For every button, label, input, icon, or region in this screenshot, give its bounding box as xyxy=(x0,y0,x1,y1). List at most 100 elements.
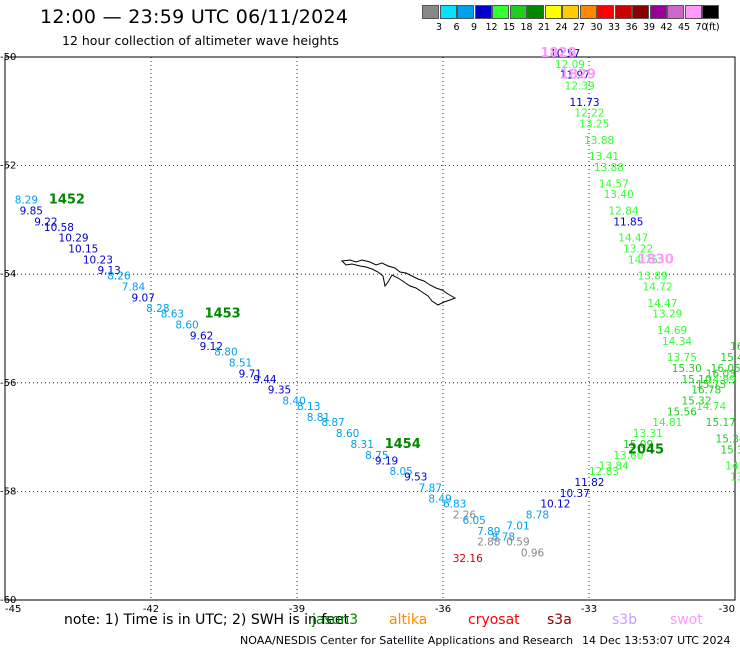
lon-tick-label: -39 xyxy=(289,604,305,615)
wave-height-label: 8.78 xyxy=(526,510,549,522)
wave-height-label: 8.63 xyxy=(161,309,184,321)
wave-height-label: 13.88 xyxy=(584,135,614,147)
wave-height-label: 12.09 xyxy=(555,59,585,71)
wave-height-label: 13.31 xyxy=(633,428,663,440)
wave-height-label: 12.39 xyxy=(565,81,595,93)
longitude-ticks: -45 -42 -39 -36 -33 -30 xyxy=(5,604,735,615)
wave-height-label: 8.80 xyxy=(214,347,237,359)
colorbar-label: 36 xyxy=(625,22,638,33)
colorbar-label: 33 xyxy=(607,22,621,33)
wave-height-label: 13.84 xyxy=(599,461,629,473)
wave-height-label: 15.17 xyxy=(706,417,736,429)
colorbar-label: 21 xyxy=(537,22,551,33)
lat-tick-label: -56 xyxy=(0,378,16,389)
wave-height-label: 8.49 xyxy=(428,493,451,505)
wave-height-label: 10.15 xyxy=(68,243,98,255)
wave-height-label: 10.29 xyxy=(59,233,89,245)
wave-height-label: 13.40 xyxy=(604,189,634,201)
wave-height-label: 12.22 xyxy=(574,108,604,120)
satellite-legend-item: altika xyxy=(389,612,428,628)
colorbar-label: 12 xyxy=(485,22,498,33)
wave-height-label: 14.75 xyxy=(628,254,658,266)
wave-height-label: 8.26 xyxy=(107,271,131,283)
lon-tick-label: -36 xyxy=(435,604,451,615)
wave-height-label: 10.37 xyxy=(560,488,590,500)
wave-height-label: 7.89 xyxy=(477,526,500,538)
wave-height-label: 14.47 xyxy=(618,233,648,245)
wave-height-label: 13. xyxy=(730,472,740,484)
colorbar-label: 15 xyxy=(502,22,516,33)
wave-height-label: 13.22 xyxy=(623,243,653,255)
wave-height-label: 6.05 xyxy=(462,515,485,527)
wave-height-label: 8.29 xyxy=(15,195,38,207)
wave-height-label: 11.85 xyxy=(613,216,643,228)
wave-height-label: 8.60 xyxy=(175,320,198,332)
wave-height-label: 14.81 xyxy=(652,417,682,429)
wave-height-label: 8.13 xyxy=(297,401,320,413)
colorbar-label: 30 xyxy=(590,22,603,33)
colorbar-swatch xyxy=(684,5,702,19)
wave-height-label: 8.60 xyxy=(336,428,359,440)
latitude-ticks: -50 -52 -54 -56 -58 -60 xyxy=(0,52,16,606)
colorbar-swatch xyxy=(632,5,649,19)
pass-time-label: 1452 xyxy=(49,193,85,208)
colorbar-label: 42 xyxy=(660,22,673,33)
wave-height-label: 9.85 xyxy=(20,205,43,217)
wave-height-label: 8.31 xyxy=(351,439,374,451)
wave-height-label: 15.4 xyxy=(720,352,740,364)
wave-height-label: 12.84 xyxy=(608,205,638,217)
colorbar-label: 18 xyxy=(520,22,533,33)
lon-tick-label: -45 xyxy=(5,604,21,615)
lat-tick-label: -52 xyxy=(0,161,16,172)
colorbar-swatch xyxy=(544,5,562,19)
wave-height-label: 8.51 xyxy=(229,358,252,370)
wave-height-label: 14.69 xyxy=(657,325,687,337)
wave-height-label: 11.82 xyxy=(574,477,604,489)
lon-tick-label: -42 xyxy=(143,604,159,615)
wave-height-label: 9.19 xyxy=(375,455,398,467)
wave-height-label: 10.57 xyxy=(550,48,580,60)
colorbar-label: 70 xyxy=(695,22,708,33)
colorbar-swatch xyxy=(457,5,474,19)
wave-height-label: 16.03 xyxy=(706,368,736,380)
wave-height-label: 8.75 xyxy=(365,450,388,462)
wave-height-label: 9.35 xyxy=(268,385,291,397)
wave-height-label: 13.25 xyxy=(579,119,609,131)
map-subtitle: 12 hour collection of altimeter wave hei… xyxy=(62,33,339,48)
wave-height-label: 9.12 xyxy=(200,341,223,353)
wave-height-label: 8.87 xyxy=(321,417,344,429)
lat-tick-label: -60 xyxy=(0,595,16,606)
wave-height-label: 11.73 xyxy=(570,97,600,109)
lat-tick-label: -54 xyxy=(0,269,16,280)
wave-height-points: 8.299.859.2210.5810.2910.1510.239.138.26… xyxy=(15,48,740,565)
wave-height-label: 13.60 xyxy=(613,450,643,462)
satellite-legend-item: jason3 xyxy=(312,612,359,628)
satellite-legend-item: swot xyxy=(670,612,703,628)
wave-height-label: 15.34 xyxy=(716,434,740,446)
wave-height-label: 13.75 xyxy=(667,352,697,364)
south-georgia-coastline xyxy=(340,259,457,306)
pass-time-label: 1454 xyxy=(385,437,421,452)
wave-height-label: 16 xyxy=(730,341,740,353)
wave-height-label: 14.57 xyxy=(599,178,629,190)
wave-height-label: 2.88 xyxy=(477,537,500,549)
wave-height-label: 15.32 xyxy=(681,396,711,408)
wave-height-label: 8.28 xyxy=(146,303,169,315)
wave-height-label: 0.59 xyxy=(506,537,529,549)
wave-height-label: 14.99 xyxy=(706,374,736,386)
map-frame xyxy=(4,56,736,601)
wave-height-label: 15.30 xyxy=(672,363,702,375)
wave-height-label: 9.22 xyxy=(34,216,57,228)
wave-height-label: 32.16 xyxy=(453,553,483,565)
wave-height-label: 13.89 xyxy=(638,271,668,283)
wave-height-label: 14.47 xyxy=(647,298,677,310)
wave-height-label: 14.74 xyxy=(696,401,726,413)
plot-border xyxy=(4,56,736,601)
units-note: note: 1) Time is in UTC; 2) SWH is in fe… xyxy=(64,612,350,628)
colorbar-label: 6 xyxy=(453,22,460,33)
wave-height-label: 9.13 xyxy=(97,265,120,277)
wave-height-label: 16.05 xyxy=(711,363,740,375)
wave-height-label: 10.23 xyxy=(83,254,113,266)
wave-height-label: 8.78 xyxy=(492,531,515,543)
